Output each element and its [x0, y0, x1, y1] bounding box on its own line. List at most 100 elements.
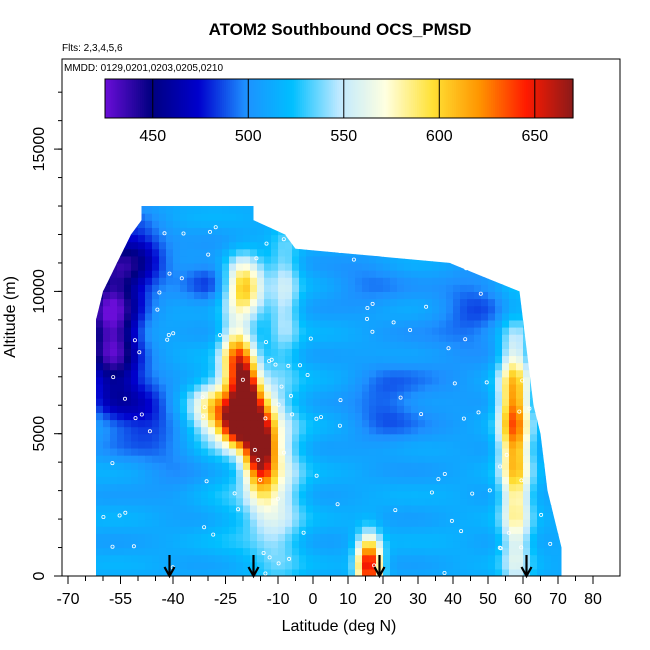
heat-cell: [103, 362, 111, 371]
heat-cell: [222, 412, 230, 421]
heat-cell: [544, 511, 552, 520]
heat-cell: [306, 561, 314, 570]
heat-cell: [117, 241, 125, 250]
heat-cell: [516, 526, 524, 534]
heat-cell: [481, 255, 489, 264]
heat-cell: [292, 462, 300, 470]
colorbar-segment: [171, 79, 174, 118]
heat-cell: [551, 234, 559, 243]
heat-cell: [96, 412, 97, 421]
heat-cell: [348, 213, 356, 221]
heat-cell: [243, 241, 251, 250]
heat-cell: [474, 206, 482, 214]
sample-point: [213, 225, 218, 230]
heat-cell: [558, 490, 562, 499]
heat-cell: [103, 319, 111, 328]
heat-cell: [355, 270, 363, 278]
heat-cell: [215, 362, 223, 371]
heat-cell: [439, 455, 447, 463]
heat-cell: [292, 348, 300, 357]
heat-cell: [376, 426, 384, 435]
heat-cell: [257, 220, 265, 228]
heat-cell: [425, 476, 433, 485]
heat-cell: [327, 440, 335, 449]
heat-cell: [292, 213, 300, 221]
heat-cell: [390, 462, 398, 470]
heat-cell: [271, 298, 279, 307]
heat-cell: [411, 348, 419, 357]
heat-cell: [117, 455, 125, 463]
heat-cell: [327, 504, 335, 513]
heat-cell: [138, 291, 146, 300]
heat-cell: [509, 305, 517, 314]
heat-cell: [327, 511, 335, 520]
heat-cell: [348, 540, 356, 549]
heat-cell: [306, 206, 314, 214]
heat-cell: [446, 547, 454, 556]
heat-cell: [166, 511, 174, 520]
heat-cell: [292, 369, 300, 378]
heat-cell: [145, 412, 153, 421]
heat-cell: [481, 262, 489, 271]
heat-cell: [474, 362, 482, 371]
heat-cell: [187, 383, 195, 392]
heat-cell: [551, 526, 559, 534]
heat-cell: [194, 398, 202, 406]
heat-cell: [509, 476, 517, 485]
heat-cell: [516, 334, 524, 342]
colorbar-tick-label: 550: [330, 128, 357, 145]
heat-cell: [383, 511, 391, 520]
heat-cell: [488, 568, 496, 576]
heat-cell: [495, 405, 503, 413]
colorbar-segment: [555, 79, 558, 118]
heat-cell: [215, 262, 223, 271]
heat-cell: [320, 277, 328, 285]
heat-cell: [551, 298, 559, 307]
heat-cell: [103, 447, 111, 456]
colorbar-segment: [257, 79, 260, 118]
heat-cell: [390, 533, 398, 542]
heat-cell: [250, 227, 258, 236]
colorbar-segment: [340, 79, 344, 118]
heat-cell: [222, 483, 230, 492]
heat-cell: [369, 391, 377, 399]
colorbar-segment: [403, 79, 406, 118]
heat-cell: [418, 526, 426, 534]
heat-cell: [348, 547, 356, 556]
heat-cell: [509, 419, 517, 428]
sample-point: [478, 291, 483, 296]
heat-cell: [138, 227, 146, 236]
heat-cell: [425, 412, 433, 421]
heat-cell: [313, 554, 321, 563]
heat-cell: [418, 270, 426, 278]
colorbar-segment: [243, 79, 246, 118]
colorbar-segment: [184, 79, 188, 118]
colorbar-segment: [422, 79, 426, 118]
heat-cell: [124, 440, 132, 449]
heat-cell: [208, 547, 216, 556]
heat-cell: [257, 533, 265, 542]
heat-cell: [117, 227, 125, 236]
heat-cell: [257, 255, 265, 264]
heat-cell: [460, 483, 468, 492]
heat-cell: [320, 376, 328, 385]
heat-cell: [131, 376, 139, 385]
heat-cell: [313, 462, 321, 470]
heat-cell: [320, 241, 328, 250]
heat-cell: [96, 227, 97, 236]
heat-cell: [341, 412, 349, 421]
heat-cell: [446, 383, 454, 392]
heat-cell: [166, 277, 174, 285]
heat-cell: [96, 504, 104, 513]
heat-cell: [159, 483, 167, 492]
heat-cell: [236, 540, 244, 549]
heat-cell: [236, 298, 244, 307]
heat-cell: [453, 511, 461, 520]
heat-cell: [488, 241, 496, 250]
heat-cell: [390, 227, 398, 236]
heat-cell: [299, 334, 307, 342]
heat-cell: [474, 440, 482, 449]
heat-cell: [474, 412, 482, 421]
heat-cell: [397, 540, 405, 549]
heat-cell: [180, 277, 188, 285]
